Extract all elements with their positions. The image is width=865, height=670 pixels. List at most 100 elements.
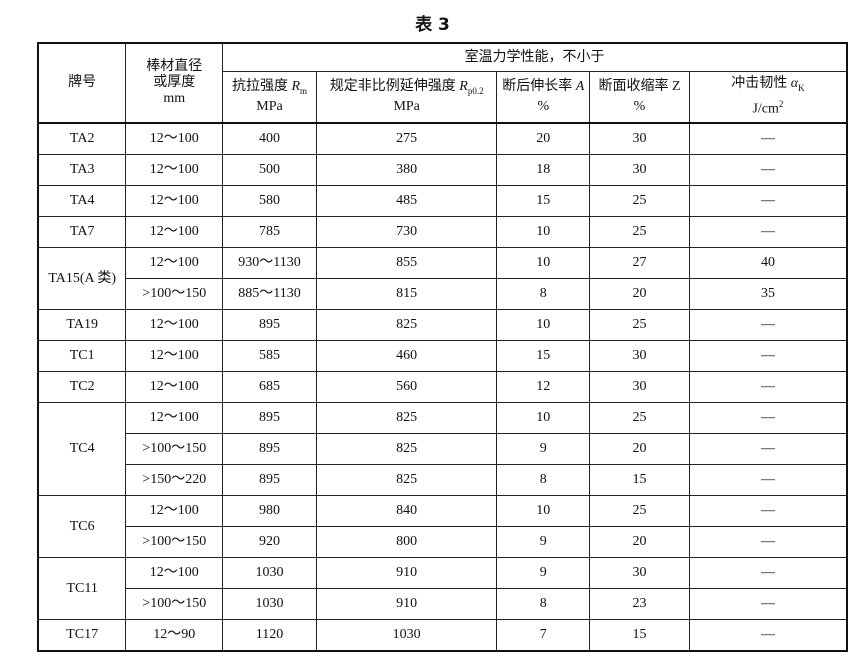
header-text: %: [537, 98, 550, 114]
value-cell: 920: [222, 526, 317, 558]
table-row: TA4 12～100 580 485 15 25—: [37, 185, 848, 217]
grade-cell: TA15(A 类): [37, 247, 127, 310]
value-cell: 30: [589, 340, 690, 372]
value-cell: 380: [315, 154, 498, 186]
value-cell: 12～100: [125, 557, 224, 589]
header-text: m: [300, 85, 308, 96]
value-cell: —: [688, 402, 848, 434]
value-cell: 15: [589, 464, 690, 496]
value-cell: 10: [496, 247, 591, 279]
header-text: α: [790, 76, 799, 92]
table-row: TC11 12～100 1030 910 9 30—: [37, 557, 848, 620]
value-cell: 1120: [222, 619, 317, 652]
value-cell: 30: [589, 122, 690, 155]
value-cell: 23: [589, 588, 690, 620]
grade-cell: TC1: [37, 340, 127, 372]
value-cell: 895: [222, 433, 317, 465]
value-cell: >100～150: [125, 278, 224, 310]
value-cell: 885～1130: [222, 278, 317, 310]
value-cell: 20: [589, 278, 690, 310]
value-cell: 15: [496, 340, 591, 372]
value-cell: —: [688, 185, 848, 217]
header-text: 冲击韧性: [731, 76, 791, 92]
header-text: R: [291, 79, 301, 95]
header-size-unit: mm: [163, 91, 186, 106]
value-cell: 18: [496, 154, 591, 186]
value-cell: 580: [222, 185, 317, 217]
value-cell: 25: [589, 402, 690, 434]
value-cell: 500: [222, 154, 317, 186]
value-cell: 12～100: [125, 402, 224, 434]
value-cell: >100～150: [125, 588, 224, 620]
header-text: A: [575, 79, 585, 95]
value-cell: >100～150: [125, 526, 224, 558]
value-cell: 12～100: [125, 185, 224, 217]
value-cell: 30: [589, 154, 690, 186]
header-size: 棒材直径 或厚度 mm: [125, 42, 224, 124]
value-cell: 25: [589, 216, 690, 248]
value-cell: —: [688, 122, 848, 155]
value-cell: 12～100: [125, 216, 224, 248]
table-row: TA15(A 类) 12～100 930～1130 855 10 27 40: [37, 247, 848, 310]
value-cell: 275: [315, 122, 498, 155]
table-row: TC6 12～100 980 840 10 25—: [37, 495, 848, 558]
value-cell: 9: [496, 557, 591, 589]
value-cell: —: [688, 371, 848, 403]
value-cell: 910: [315, 588, 498, 620]
value-cell: 685: [222, 371, 317, 403]
header-col: 冲击韧性 αK J/cm2: [688, 71, 848, 124]
value-cell: 25: [589, 309, 690, 341]
value-cell: 10: [496, 495, 591, 527]
value-cell: 30: [589, 371, 690, 403]
value-cell: 895: [222, 402, 317, 434]
value-cell: 785: [222, 216, 317, 248]
value-cell: 15: [589, 619, 690, 652]
table-row: TC17 12～90 1120 1030 7 15—: [37, 619, 848, 652]
value-cell: 800: [315, 526, 498, 558]
grade-cell: TA7: [37, 216, 127, 248]
value-cell: 400: [222, 122, 317, 155]
value-cell: 8: [496, 464, 591, 496]
value-cell: 825: [315, 402, 498, 434]
table-row: TC4 12～100 895 825 10 25—: [37, 402, 848, 496]
value-cell: 840: [315, 495, 498, 527]
value-cell: 855: [315, 247, 498, 279]
value-cell: —: [688, 154, 848, 186]
mechanical-properties-table: 牌号 棒材直径 或厚度 mm 室温力学性能，不小于 抗拉强度 Rm MPa 规定非比…: [37, 42, 848, 652]
value-cell: —: [688, 340, 848, 372]
value-cell: 980: [222, 495, 317, 527]
value-cell: 12～90: [125, 619, 224, 652]
value-cell: —: [688, 526, 848, 558]
header-text: MPa: [256, 98, 283, 114]
table-row: TA3 12～100 500 380 18 30—: [37, 154, 848, 186]
value-cell: 485: [315, 185, 498, 217]
value-cell: 825: [315, 433, 498, 465]
value-cell: 12～100: [125, 495, 224, 527]
value-cell: 895: [222, 464, 317, 496]
header-group: 室温力学性能，不小于: [222, 42, 848, 72]
value-cell: 10: [496, 216, 591, 248]
value-cell: >150～220: [125, 464, 224, 496]
value-cell: 1030: [222, 557, 317, 589]
value-cell: 35: [688, 278, 848, 310]
value-cell: 12～100: [125, 122, 224, 155]
table-row: TA7 12～100 785 730 10 25—: [37, 216, 848, 248]
value-cell: —: [688, 309, 848, 341]
value-cell: 20: [589, 526, 690, 558]
header-text: p0.2: [467, 85, 484, 96]
grade-cell: TC6: [37, 495, 127, 558]
value-cell: 8: [496, 588, 591, 620]
value-cell: 27: [589, 247, 690, 279]
header-text: %: [633, 98, 646, 114]
header-col: 断面收缩率 Z%: [589, 71, 690, 124]
value-cell: 1030: [315, 619, 498, 652]
value-cell: 730: [315, 216, 498, 248]
value-cell: 825: [315, 309, 498, 341]
value-cell: 40: [688, 247, 848, 279]
value-cell: 895: [222, 309, 317, 341]
header-col: 抗拉强度 Rm MPa: [222, 71, 317, 124]
table-row: >100～150 1030 910 8 23—: [38, 588, 848, 620]
header-size-line: 棒材直径: [146, 59, 203, 74]
value-cell: 30: [589, 557, 690, 589]
header-text: 抗拉强度: [231, 79, 292, 95]
